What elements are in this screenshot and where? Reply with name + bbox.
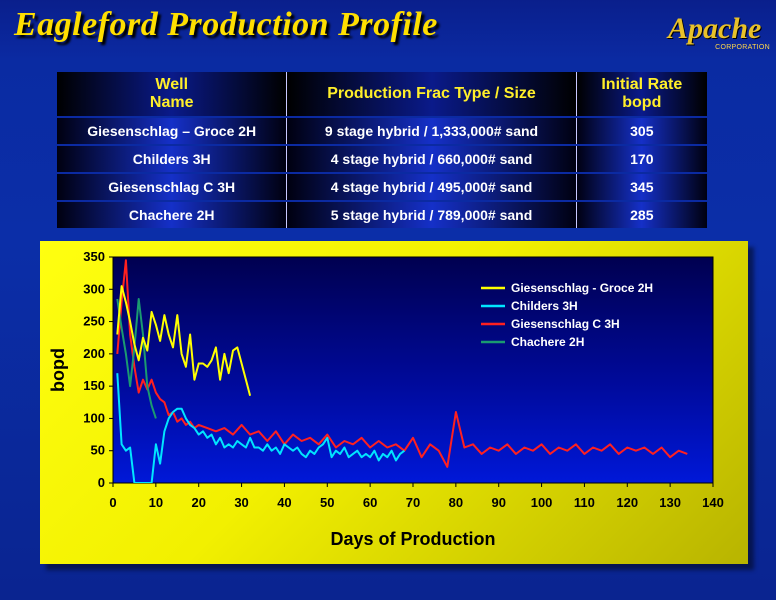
production-chart: 0 50 100 150 200 250 300 350 0 10 20 30 40 50 60 70 80 90… <box>48 249 724 549</box>
series-line-giesenschlag-groce-2h <box>116 285 252 397</box>
slide-title: Eagleford Production Profile <box>14 6 438 43</box>
cell-well-name: Giesenschlag – Groce 2H <box>57 116 287 145</box>
table-header-row: Well Name Production Frac Type / Size In… <box>57 72 707 117</box>
y-tick-label: 350 <box>83 249 105 264</box>
x-tick-label: 40 <box>277 495 291 510</box>
y-axis-label: bopd <box>48 348 68 392</box>
legend-label: Childers 3H <box>511 299 578 313</box>
cell-frac-type: 5 stage hybrid / 789,000# sand <box>286 200 577 228</box>
series-line-chachere-2h <box>116 298 157 419</box>
legend-label: Giesenschlag C 3H <box>511 317 620 331</box>
header-well-name: Well Name <box>57 72 287 117</box>
x-tick-label: 50 <box>320 495 334 510</box>
logo-subtitle: CORPORATION <box>715 44 770 51</box>
x-tick-label: 120 <box>616 495 638 510</box>
cell-initial-rate: 345 <box>575 172 707 201</box>
header-frac-type: Production Frac Type / Size <box>286 72 577 117</box>
x-tick-label: 0 <box>109 495 116 510</box>
x-tick-label: 30 <box>234 495 248 510</box>
x-tick-label: 10 <box>149 495 163 510</box>
y-tick-label: 200 <box>83 346 105 361</box>
cell-frac-type: 4 stage hybrid / 495,000# sand <box>286 172 577 201</box>
x-tick-label: 130 <box>659 495 681 510</box>
y-tick-label: 50 <box>91 443 105 458</box>
company-logo: Apache CORPORATION <box>668 14 772 54</box>
y-tick-label: 300 <box>83 281 105 296</box>
x-tick-label: 60 <box>363 495 377 510</box>
table-row: Childers 3H 4 stage hybrid / 660,000# sa… <box>57 144 707 173</box>
header-initial-rate: Initial Rate bopd <box>575 72 707 117</box>
cell-frac-type: 9 stage hybrid / 1,333,000# sand <box>286 116 577 145</box>
wells-table: Well Name Production Frac Type / Size In… <box>57 72 707 228</box>
logo-wordmark: Apache <box>668 12 762 45</box>
cell-well-name: Chachere 2H <box>57 200 287 228</box>
cell-well-name: Giesenschlag C 3H <box>57 172 287 201</box>
x-axis-label: Days of Production <box>330 529 495 549</box>
x-tick-label: 80 <box>449 495 463 510</box>
y-tick-label: 250 <box>83 314 105 329</box>
x-tick-label: 90 <box>491 495 505 510</box>
cell-frac-type: 4 stage hybrid / 660,000# sand <box>286 144 577 173</box>
x-tick-label: 70 <box>406 495 420 510</box>
x-tick-label: 20 <box>191 495 205 510</box>
cell-initial-rate: 305 <box>575 116 707 145</box>
legend-label: Giesenschlag - Groce 2H <box>511 281 653 295</box>
y-tick-label: 150 <box>83 378 105 393</box>
table-row: Giesenschlag – Groce 2H 9 stage hybrid /… <box>57 116 707 145</box>
x-tick-label: 110 <box>574 495 595 510</box>
cell-initial-rate: 170 <box>575 144 707 173</box>
plot-area <box>112 256 714 484</box>
cell-well-name: Childers 3H <box>57 144 287 173</box>
cell-initial-rate: 285 <box>575 200 707 228</box>
x-tick-label: 140 <box>702 495 724 510</box>
table-row: Chachere 2H 5 stage hybrid / 789,000# sa… <box>57 200 707 228</box>
x-tick-label: 100 <box>531 495 553 510</box>
y-tick-label: 100 <box>83 410 105 425</box>
y-tick-label: 0 <box>98 475 105 490</box>
legend-label: Chachere 2H <box>511 335 584 349</box>
table-row: Giesenschlag C 3H 4 stage hybrid / 495,0… <box>57 172 707 201</box>
slide-header <box>0 0 776 60</box>
series-line-childers-3h <box>116 373 405 483</box>
